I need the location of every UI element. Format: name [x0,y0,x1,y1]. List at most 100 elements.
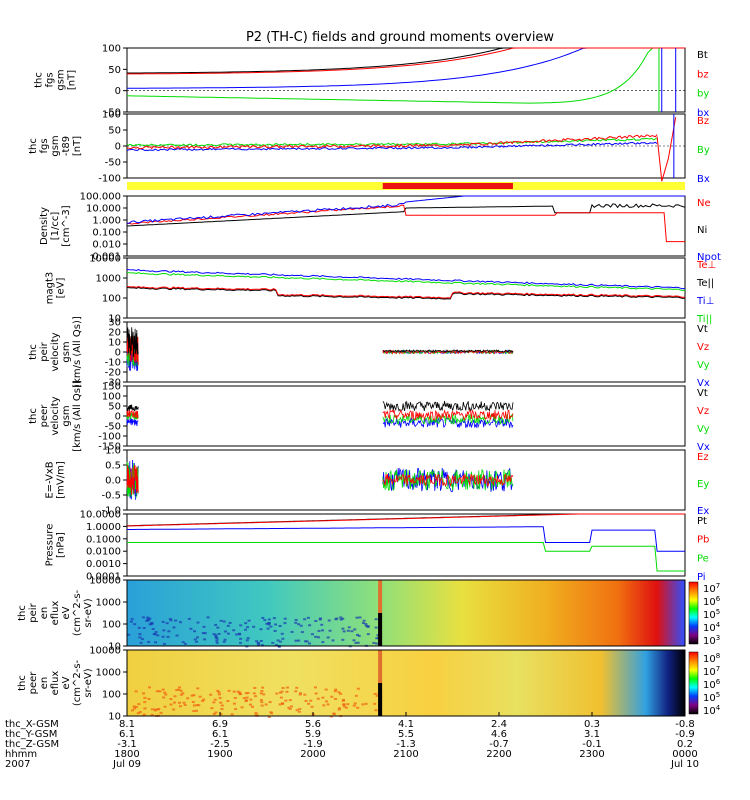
spectro-texture [154,641,158,644]
spectro-texture [317,629,321,632]
spectro-texture [169,698,173,701]
spectro-texture [193,630,197,633]
spectro-texture [281,686,285,689]
y-axis-label: [km/s (All Qs)] [72,380,83,452]
spectro-texture [339,616,343,619]
y-axis-label: fgs [45,72,56,87]
spectro-texture [334,688,338,691]
series-line [126,327,139,358]
spectro-texture [157,708,161,711]
spectro-texture [130,618,134,621]
y-axis-label: thc [28,408,39,424]
spectro-texture [209,693,213,696]
spectro-texture [271,641,275,644]
spectro-texture [339,618,343,621]
y-tick-label: 1000 [96,274,121,285]
spectro-texture [215,641,219,644]
x-axis-value: 3.1 [584,729,600,740]
spectro-texture [214,623,218,626]
legend-entry: by [697,89,709,100]
y-axis-label: Pressure [45,524,56,567]
spectro-texture [277,645,281,648]
spectro-texture [356,706,360,709]
spectro-texture [173,695,177,698]
spectro-texture [342,698,346,701]
spectro-texture [324,688,328,691]
spectro-texture [169,619,173,622]
spectro-texture [219,701,223,704]
y-tick-label: -1.0 [101,506,121,517]
spectro-texture [299,624,303,627]
x-axis-value: 1800 [114,749,139,760]
panel-fgs [126,47,686,113]
series-line [382,473,514,487]
spectro-texture [364,624,368,627]
legend-entry: bx [697,108,709,119]
spectro-texture [150,708,154,711]
y-tick-label: 0.0 [105,476,121,487]
y-axis-label: en [39,677,50,690]
spectro-texture [304,700,308,703]
spectro-texture [214,634,218,637]
series-line [126,286,686,300]
spectro-texture [257,642,261,645]
y-tick-label: 10 [108,338,121,349]
spectro-texture [145,619,149,622]
y-axis-label: [nPa] [56,532,67,558]
spectro-texture [212,633,216,636]
y-axis-label: [eV] [56,278,67,299]
spectro-texture [179,693,183,696]
x-axis-value: -0.7 [489,739,509,750]
spectro-texture [216,626,220,629]
spectro-texture [374,626,378,629]
x-axis-value: -0.1 [582,739,602,750]
y-axis-label: (cm^2-s- [72,589,83,636]
spectro-texture [163,691,167,694]
spectro-texture [290,705,294,708]
y-axis-label: thc [17,675,28,691]
y-tick-label: 100 [102,110,121,121]
spectro-texture [310,633,314,636]
spectro-texture [246,626,250,629]
y-tick-label: -20 [105,368,121,379]
spectro-texture [337,708,341,711]
y-tick-label: 1000 [96,598,121,609]
legend-entry: Vz [697,406,709,417]
spectro-texture [137,626,141,629]
spectro-texture [254,712,258,715]
spectro-texture [337,691,341,694]
spectro-texture [161,620,165,623]
spectro-texture [142,713,146,716]
spectro-texture [267,715,271,718]
y-tick-label: 30 [108,318,121,329]
y-axis-label: [nT] [67,70,78,90]
spectro-texture [260,701,264,704]
x-axis-value: 2100 [393,749,418,760]
spectro-texture [148,617,152,620]
x-axis-row-label: thc_Y-GSM [5,729,57,740]
spectro-texture [326,703,330,706]
spectro-texture [218,696,222,699]
spectro-texture [140,638,144,641]
series-line [126,285,686,299]
spectro-texture [196,687,200,690]
x-axis-value: -0.9 [675,729,695,740]
spectro-texture [334,697,338,700]
spectro-texture [373,702,377,705]
spectro-texture [169,703,173,706]
spectro-texture [253,695,257,698]
spectro-texture [212,701,216,704]
spectro-texture [318,618,322,621]
spectro-texture [376,634,380,637]
spectro-texture [155,690,159,693]
y-axis-label: en [39,607,50,620]
spectro-texture [142,627,146,630]
spectro-texture [305,640,309,643]
series-line [126,141,658,152]
spectro-texture [352,704,356,707]
spectro-texture [355,616,359,619]
spectro-texture [278,640,282,643]
spectro-texture [358,616,362,619]
series-line [127,526,685,552]
spectro-texture [246,692,250,695]
